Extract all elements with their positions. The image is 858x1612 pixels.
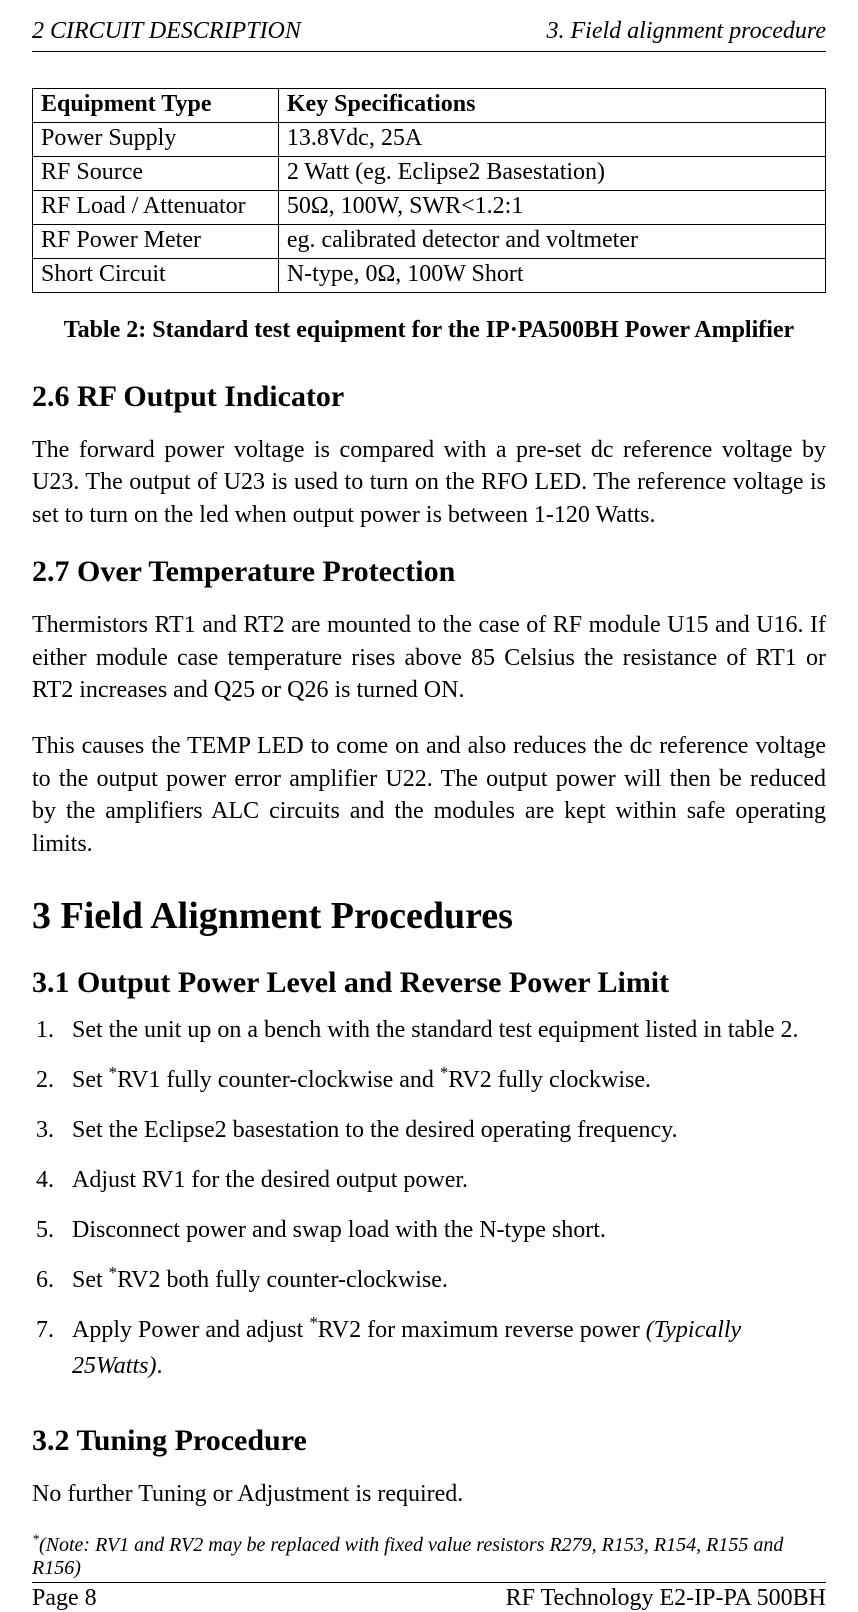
- table-row: RF Load / Attenuator 50Ω, 100W, SWR<1.2:…: [33, 191, 826, 225]
- chapter-3-title: 3 Field Alignment Procedures: [32, 894, 826, 938]
- header-rule: [32, 51, 826, 52]
- procedure-list: Set the unit up on a bench with the stan…: [32, 1012, 826, 1398]
- section-2-7-body-2: This causes the TEMP LED to come on and …: [32, 730, 826, 860]
- list-item: Disconnect power and swap load with the …: [60, 1212, 826, 1248]
- step-text: Set the unit up on a bench with the stan…: [72, 1017, 799, 1043]
- table-row: RF Source 2 Watt (eg. Eclipse2 Basestati…: [33, 157, 826, 191]
- section-3-2-title: 3.2 Tuning Procedure: [32, 1424, 826, 1458]
- section-2-7-body-1: Thermistors RT1 and RT2 are mounted to t…: [32, 609, 826, 706]
- step-text: Adjust RV1 for the desired output power.: [72, 1167, 468, 1193]
- table-row: Power Supply 13.8Vdc, 25A: [33, 123, 826, 157]
- asterisk: *: [109, 1063, 117, 1082]
- step-text: RV2 for maximum reverse power: [318, 1317, 646, 1343]
- step-text: RV2 fully clockwise.: [448, 1067, 651, 1093]
- cell: 13.8Vdc, 25A: [278, 123, 825, 157]
- list-item: Apply Power and adjust *RV2 for maximum …: [60, 1312, 826, 1384]
- cell: RF Load / Attenuator: [33, 191, 279, 225]
- equipment-table: Equipment Type Key Specifications Power …: [32, 88, 826, 293]
- cell: Short Circuit: [33, 259, 279, 293]
- list-item: Set *RV2 both fully counter-clockwise.: [60, 1262, 826, 1298]
- footnote-text: (Note: RV1 and RV2 may be replaced with …: [32, 1534, 783, 1579]
- table-row: RF Power Meter eg. calibrated detector a…: [33, 225, 826, 259]
- footer-rule: [32, 1582, 826, 1583]
- footer-right: RF Technology E2-IP-PA 500BH: [506, 1585, 826, 1612]
- step-text: Disconnect power and swap load with the …: [72, 1217, 606, 1243]
- section-2-6-body: The forward power voltage is compared wi…: [32, 434, 826, 531]
- step-text: Set: [72, 1067, 109, 1093]
- page-header: 2 CIRCUIT DESCRIPTION 3. Field alignment…: [32, 18, 826, 45]
- header-right: 3. Field alignment procedure: [547, 18, 827, 45]
- section-3-1-title: 3.1 Output Power Level and Reverse Power…: [32, 966, 826, 1000]
- footer-left: Page 8: [32, 1585, 97, 1612]
- list-item: Adjust RV1 for the desired output power.: [60, 1162, 826, 1198]
- asterisk: *: [32, 1533, 39, 1548]
- step-text: RV2 both fully counter-clockwise.: [117, 1267, 448, 1293]
- cell: RF Source: [33, 157, 279, 191]
- cell: Power Supply: [33, 123, 279, 157]
- step-text: Set: [72, 1267, 109, 1293]
- table-row: Short Circuit N-type, 0Ω, 100W Short: [33, 259, 826, 293]
- section-2-7-title: 2.7 Over Temperature Protection: [32, 555, 826, 589]
- section-2-6-title: 2.6 RF Output Indicator: [32, 380, 826, 414]
- step-text: RV1 fully counter-clockwise and: [117, 1067, 440, 1093]
- table-header-row: Equipment Type Key Specifications: [33, 89, 826, 123]
- list-item: Set the Eclipse2 basestation to the desi…: [60, 1112, 826, 1148]
- cell: 50Ω, 100W, SWR<1.2:1: [278, 191, 825, 225]
- col-equipment-type: Equipment Type: [33, 89, 279, 123]
- cell: 2 Watt (eg. Eclipse2 Basestation): [278, 157, 825, 191]
- cell: N-type, 0Ω, 100W Short: [278, 259, 825, 293]
- header-left: 2 CIRCUIT DESCRIPTION: [32, 18, 301, 45]
- page-footer: Page 8 RF Technology E2-IP-PA 500BH: [32, 1585, 826, 1612]
- asterisk: *: [109, 1263, 117, 1282]
- step-text: Apply Power and adjust: [72, 1317, 309, 1343]
- col-key-specs: Key Specifications: [278, 89, 825, 123]
- cell: eg. calibrated detector and voltmeter: [278, 225, 825, 259]
- list-item: Set *RV1 fully counter-clockwise and *RV…: [60, 1062, 826, 1098]
- cell: RF Power Meter: [33, 225, 279, 259]
- step-text: Set the Eclipse2 basestation to the desi…: [72, 1117, 678, 1143]
- step-text: .: [156, 1353, 162, 1379]
- footnote: *(Note: RV1 and RV2 may be replaced with…: [32, 1534, 826, 1580]
- asterisk: *: [309, 1313, 317, 1332]
- list-item: Set the unit up on a bench with the stan…: [60, 1012, 826, 1048]
- section-3-2-body: No further Tuning or Adjustment is requi…: [32, 1478, 826, 1510]
- table-caption: Table 2: Standard test equipment for the…: [32, 317, 826, 344]
